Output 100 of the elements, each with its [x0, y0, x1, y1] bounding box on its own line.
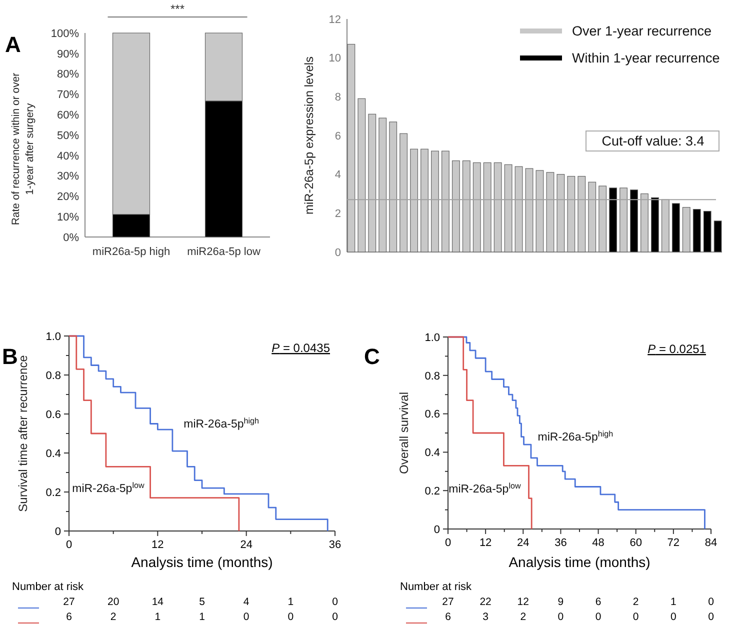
text: 2: [110, 611, 116, 623]
annotation: P = 0.0251: [648, 342, 706, 356]
text: 1: [154, 611, 161, 623]
text: 0: [632, 611, 639, 623]
y-axis-title: Survival time after recurrence: [16, 354, 30, 512]
bar: [431, 150, 439, 252]
y-tick-label: 4: [334, 169, 341, 182]
y-tick-label: 0: [434, 524, 440, 536]
text: 1: [199, 611, 206, 623]
bar: [630, 190, 638, 252]
text: B: [2, 344, 18, 369]
y-tick-label: 2: [334, 208, 341, 220]
y-tick-label: 0.2: [424, 485, 440, 498]
annotation: Cut-off value: 3.4: [602, 134, 705, 149]
bar: [441, 150, 450, 252]
x-tick-label: 12: [479, 537, 492, 549]
bar: [347, 44, 356, 252]
bar: [546, 172, 554, 252]
y-tick-label: 80%: [56, 68, 80, 81]
y-tick-label: 0.8: [46, 370, 61, 382]
text: 12: [517, 596, 530, 608]
x-axis-title: Analysis time (months): [131, 554, 273, 570]
y-tick-label: 0.2: [46, 486, 61, 499]
bar: [525, 168, 534, 252]
bar: [692, 208, 701, 252]
text: 4: [243, 596, 250, 608]
text: 6: [595, 596, 602, 608]
text: 0: [670, 611, 677, 623]
x-tick-label: 24: [240, 539, 252, 551]
text: 0: [708, 611, 714, 623]
bar: [598, 186, 607, 252]
series-label: miR-26a-5p$^{high}$: [184, 416, 259, 431]
text: Number at risk: [400, 581, 472, 593]
x-tick-label: 0: [444, 537, 452, 549]
bar: [556, 174, 565, 252]
y-tick-label: 0.4: [424, 447, 440, 460]
y-tick-label: 0.4: [46, 448, 61, 460]
bar: [578, 176, 586, 252]
bar: [567, 176, 576, 252]
y-tick-label: 50%: [56, 130, 80, 142]
y-tick-label: 100%: [50, 28, 80, 40]
text: 5: [199, 596, 206, 608]
y-tick-label: 1.0: [46, 330, 61, 343]
bar: [640, 193, 648, 252]
bar: [462, 160, 470, 252]
y-tick-label: 0%: [63, 232, 80, 244]
series-label: miR-26a-5p$^{high}$: [538, 429, 614, 444]
y-tick-label: 20%: [56, 191, 80, 204]
bar: [368, 114, 376, 252]
text: 14: [152, 596, 164, 608]
text: 0: [558, 611, 564, 623]
y-tick-label: 60%: [56, 109, 80, 122]
bar: [472, 162, 481, 252]
bar: [494, 162, 502, 252]
text: 2: [632, 596, 639, 608]
y-tick-label: 70%: [56, 89, 80, 102]
bar: [650, 197, 659, 252]
series-label: miR-26a-5p$^{low}$: [72, 480, 144, 495]
text: 0: [243, 611, 250, 623]
text: C: [364, 344, 380, 369]
x-tick-label: 84: [704, 537, 718, 549]
text: 22: [480, 596, 492, 608]
y-tick-label: 12: [328, 14, 341, 26]
text: 27: [63, 596, 75, 608]
x-tick-label: 24: [517, 537, 530, 549]
x-tick-label: 36: [554, 537, 567, 549]
bar: [410, 148, 418, 252]
legend-label: Over 1-year recurrence: [572, 24, 712, 39]
y-axis-title: Overall survival: [397, 392, 411, 474]
x-tick-label: miR26a-5p low: [187, 246, 260, 258]
y-tick-label: 0.6: [424, 408, 440, 421]
series-label: miR-26a-5p$^{low}$: [448, 480, 521, 496]
bar: [703, 210, 712, 252]
x-tick-label: 36: [328, 539, 342, 551]
text: 6: [445, 611, 452, 623]
text: 20: [107, 596, 120, 608]
bar: [682, 207, 690, 252]
x-tick-label: 48: [592, 537, 604, 549]
text: 9: [558, 596, 564, 608]
bar: [672, 203, 680, 252]
y-tick-label: 10: [328, 52, 341, 65]
y-tick-label: 0.6: [46, 408, 61, 421]
bar: [378, 118, 387, 252]
y-tick-label: 0.8: [424, 370, 440, 382]
x-tick-label: 60: [630, 537, 642, 549]
y-axis-title: miR-26a-5p expression levels: [302, 56, 316, 215]
text: 1: [670, 596, 677, 608]
text: 1: [288, 596, 294, 608]
bar: [389, 122, 398, 252]
y-tick-label: 10%: [56, 211, 80, 224]
bar: [400, 133, 408, 252]
y-tick-label: 8: [334, 92, 341, 104]
bar: [358, 98, 366, 252]
bar: [714, 220, 722, 252]
y-tick-label: 90%: [56, 48, 80, 60]
bar: [452, 160, 460, 252]
text: 0: [288, 611, 294, 623]
text: Number at risk: [12, 581, 84, 593]
x-tick-label: 12: [152, 539, 164, 551]
y-tick-label: 0: [54, 526, 61, 538]
